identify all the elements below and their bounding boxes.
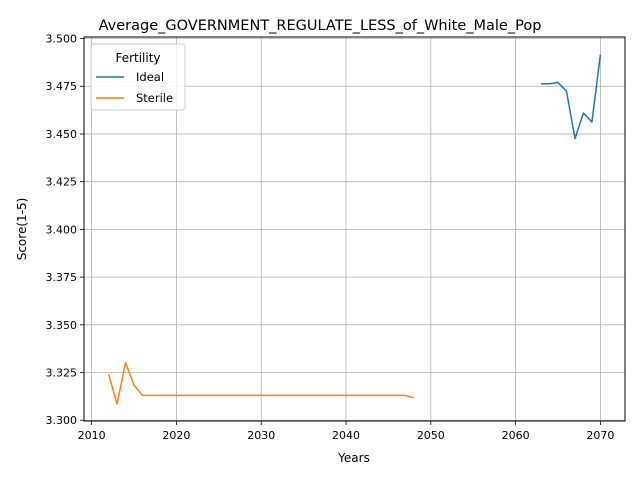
x-tick-label: 2050: [417, 429, 445, 442]
legend-title: Fertility: [115, 51, 160, 65]
x-axis-label: Years: [337, 451, 370, 465]
x-tick-label: 2010: [78, 429, 106, 442]
legend: Fertility Ideal Sterile: [90, 43, 186, 111]
x-tick-label: 2040: [332, 429, 360, 442]
y-tick-label: 3.350: [46, 319, 78, 332]
y-tick-label: 3.450: [46, 128, 78, 141]
chart-title: Average_GOVERNMENT_REGULATE_LESS_of_Whit…: [99, 18, 542, 34]
x-tick-label: 2060: [502, 429, 530, 442]
y-tick-label: 3.325: [46, 367, 78, 380]
y-tick-label: 3.300: [46, 414, 78, 427]
legend-items: Ideal Sterile: [96, 70, 173, 105]
x-tick-label: 2030: [247, 429, 275, 442]
y-axis-label: Score(1-5): [15, 198, 29, 261]
y-tick-label: 3.500: [46, 33, 78, 46]
y-tick-label: 3.375: [46, 271, 78, 284]
grid: [84, 37, 625, 421]
y-tick-label: 3.475: [46, 80, 78, 93]
legend-label-sterile: Sterile: [136, 91, 173, 105]
y-axis-ticks: 3.300 3.325 3.350 3.375 3.400 3.425 3.450 3.475…: [46, 33, 84, 427]
series-lines: [107, 54, 602, 405]
x-tick-label: 2020: [162, 429, 190, 442]
legend-box: [90, 43, 186, 111]
y-tick-label: 3.400: [46, 223, 78, 236]
series-line-ideal: [541, 54, 602, 140]
x-axis-ticks: 2010 2020 2030 2040 2050 2060 2070: [78, 421, 614, 442]
legend-label-ideal: Ideal: [136, 70, 164, 84]
y-tick-label: 3.425: [46, 176, 78, 189]
series-line-sterile: [107, 361, 415, 405]
x-tick-label: 2070: [586, 429, 614, 442]
